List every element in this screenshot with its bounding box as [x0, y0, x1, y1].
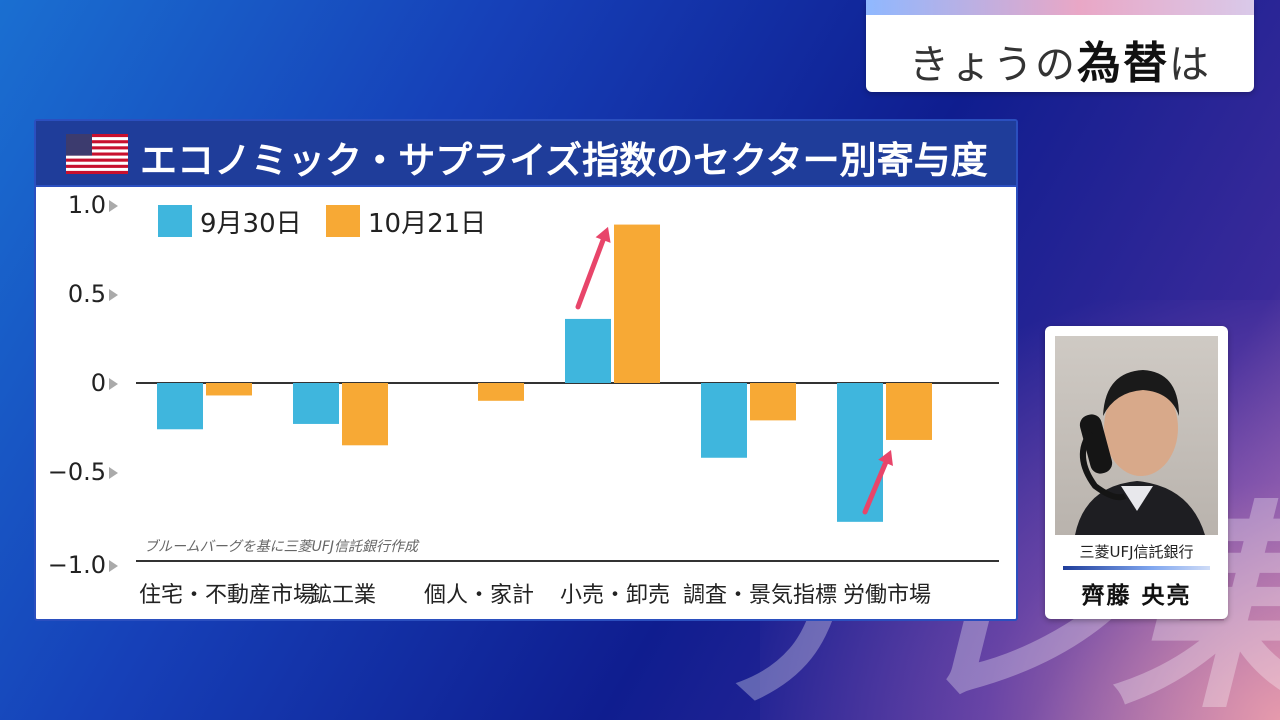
legend-item-series2: 10月21日: [326, 205, 487, 239]
segment-title-emphasis: 為替: [1077, 38, 1169, 89]
y-tick-label: 0: [28, 369, 118, 397]
organization-underline: [1063, 566, 1210, 570]
tick-pointer-icon: [109, 560, 118, 572]
legend-label-series1: 9月30日: [200, 208, 302, 239]
y-tick-text: 0.5: [67, 280, 106, 308]
y-tick-text: −1.0: [47, 551, 106, 579]
x-tick-label: 労働市場: [842, 583, 931, 608]
commentator-organization: 三菱UFJ信託銀行: [1079, 543, 1194, 561]
segment-title-box: きょうの為替は: [866, 0, 1254, 92]
x-tick-label: 住宅・不動産市場: [139, 583, 316, 608]
bar-series2: [206, 383, 252, 396]
bar-series2: [478, 383, 524, 401]
chart-header: エコノミック・サプライズ指数のセクター別寄与度: [36, 121, 1016, 187]
bar-chart-plot: [136, 224, 999, 562]
bar-series1: [701, 383, 747, 458]
commentator-card: 三菱UFJ信託銀行 齊藤 央亮: [1045, 326, 1228, 619]
bar-series2: [750, 383, 796, 421]
change-arrow-icon: [862, 449, 893, 515]
segment-title-suffix: は: [1169, 42, 1211, 88]
legend-label-series2: 10月21日: [368, 208, 487, 239]
legend-item-series1: 9月30日: [158, 205, 302, 239]
segment-title: きょうの為替は: [866, 27, 1254, 91]
y-tick-label: 0.5: [28, 280, 118, 308]
change-arrow-icon: [575, 226, 611, 310]
y-tick-text: 0: [90, 369, 106, 397]
bar-series1: [837, 383, 883, 522]
legend-swatch-series1: [158, 205, 192, 237]
y-tick-text: −0.5: [47, 458, 106, 486]
tick-pointer-icon: [109, 467, 118, 479]
segment-title-strip: [866, 0, 1254, 15]
person-portrait-icon: [1075, 370, 1205, 535]
bar-series2: [614, 224, 660, 383]
bar-series1: [565, 318, 611, 383]
y-tick-label: 1.0: [28, 191, 118, 219]
x-tick-label: 調査・景気指標: [683, 583, 838, 608]
bar-series1: [293, 383, 339, 424]
y-tick-label: −0.5: [28, 458, 118, 486]
tick-pointer-icon: [109, 378, 118, 390]
chart-panel: エコノミック・サプライズ指数のセクター別寄与度 9月30日 10月21日 1.0…: [34, 119, 1018, 621]
commentator-name: 齊藤 央亮: [1081, 583, 1192, 609]
us-flag-icon: [66, 134, 128, 174]
bar-series2: [886, 383, 932, 440]
x-tick-label: 個人・家計: [423, 583, 534, 608]
y-tick-label: −1.0: [28, 551, 118, 579]
source-note: ブルームバーグを基に三菱UFJ信託銀行作成: [144, 539, 419, 555]
commentator-photo: [1055, 336, 1218, 535]
x-tick-label: 鉱工業: [309, 583, 376, 608]
segment-title-prefix: きょうの: [909, 42, 1077, 88]
tick-pointer-icon: [109, 289, 118, 301]
y-tick-text: 1.0: [67, 191, 106, 219]
chart-title: エコノミック・サプライズ指数のセクター別寄与度: [140, 139, 988, 182]
tick-pointer-icon: [109, 200, 118, 212]
bar-series1: [157, 383, 203, 430]
legend-swatch-series2: [326, 205, 360, 237]
x-tick-label: 小売・卸売: [559, 583, 670, 608]
bar-series2: [342, 383, 388, 446]
